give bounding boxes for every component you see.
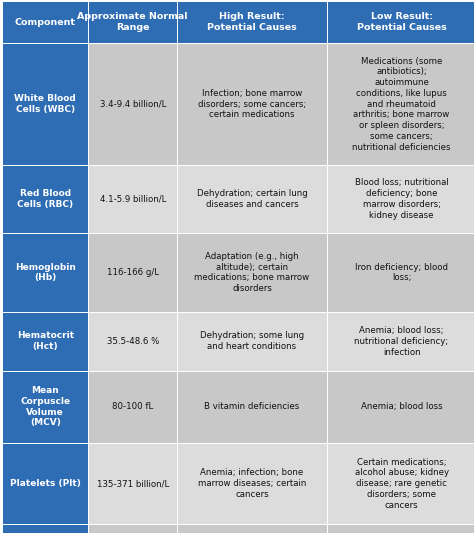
Text: Dehydration; some lung
and heart conditions: Dehydration; some lung and heart conditi… <box>200 332 304 351</box>
Bar <box>327 443 474 524</box>
Text: 3.4-9.4 billion/L: 3.4-9.4 billion/L <box>100 100 166 109</box>
Bar <box>327 312 474 370</box>
Text: Red Blood
Cells (RBC): Red Blood Cells (RBC) <box>17 189 73 209</box>
Bar <box>88 524 177 533</box>
Bar <box>88 44 177 165</box>
Bar <box>2 524 88 533</box>
Text: Hemoglobin
(Hb): Hemoglobin (Hb) <box>15 263 76 282</box>
Bar <box>2 165 88 233</box>
Bar <box>327 44 474 165</box>
Text: Iron deficiency; blood
loss;: Iron deficiency; blood loss; <box>355 263 448 282</box>
Text: 35.5-48.6 %: 35.5-48.6 % <box>107 337 159 346</box>
Bar <box>177 233 327 312</box>
Bar <box>177 312 327 370</box>
Text: Anemia; blood loss;
nutritional deficiency;
infection: Anemia; blood loss; nutritional deficien… <box>355 326 449 357</box>
Text: 80-100 fL: 80-100 fL <box>112 402 154 411</box>
Text: Mean
Corpuscle
Volume
(MCV): Mean Corpuscle Volume (MCV) <box>20 386 70 427</box>
Bar <box>88 370 177 443</box>
Bar <box>327 524 474 533</box>
Text: Infection; bone marrow
disorders; some cancers;
certain medications: Infection; bone marrow disorders; some c… <box>198 89 306 119</box>
Bar <box>177 1 327 44</box>
Bar <box>88 165 177 233</box>
Bar <box>327 1 474 44</box>
Bar <box>88 233 177 312</box>
Bar <box>327 165 474 233</box>
Text: 4.1-5.9 billion/L: 4.1-5.9 billion/L <box>100 195 166 204</box>
Text: B vitamin deficiencies: B vitamin deficiencies <box>204 402 300 411</box>
Bar <box>2 370 88 443</box>
Text: Certain medications;
alcohol abuse; kidney
disease; rare genetic
disorders; some: Certain medications; alcohol abuse; kidn… <box>355 458 449 510</box>
Text: Adaptation (e.g., high
altitude); certain
medications; bone marrow
disorders: Adaptation (e.g., high altitude); certai… <box>194 252 310 293</box>
Text: White Blood
Cells (WBC): White Blood Cells (WBC) <box>14 94 76 114</box>
Bar <box>88 1 177 44</box>
Bar <box>88 443 177 524</box>
Bar <box>177 524 327 533</box>
Bar <box>2 1 88 44</box>
Text: Low Result:
Potential Causes: Low Result: Potential Causes <box>357 12 447 32</box>
Bar <box>177 44 327 165</box>
Text: High Result:
Potential Causes: High Result: Potential Causes <box>207 12 297 32</box>
Bar <box>2 312 88 370</box>
Text: Anemia; infection; bone
marrow diseases; certain
cancers: Anemia; infection; bone marrow diseases;… <box>198 469 306 499</box>
Bar <box>2 443 88 524</box>
Text: 116-166 g/L: 116-166 g/L <box>107 268 159 277</box>
Bar <box>2 44 88 165</box>
Bar <box>177 443 327 524</box>
Text: Hematocrit
(Hct): Hematocrit (Hct) <box>17 332 74 351</box>
Text: Component: Component <box>15 18 76 27</box>
Text: Approximate Normal
Range: Approximate Normal Range <box>77 12 188 32</box>
Bar <box>2 233 88 312</box>
Bar <box>327 370 474 443</box>
Text: Dehydration; certain lung
diseases and cancers: Dehydration; certain lung diseases and c… <box>197 189 307 209</box>
Bar <box>177 370 327 443</box>
Text: Platelets (Plt): Platelets (Plt) <box>10 479 81 488</box>
Bar <box>327 233 474 312</box>
Text: Medications (some
antibiotics);
autoimmune
conditions, like lupus
and rheumatoid: Medications (some antibiotics); autoimmu… <box>352 56 451 151</box>
Bar <box>88 312 177 370</box>
Bar <box>177 165 327 233</box>
Text: Blood loss; nutritional
deficiency; bone
marrow disorders;
kidney disease: Blood loss; nutritional deficiency; bone… <box>355 179 448 220</box>
Text: Anemia; blood loss: Anemia; blood loss <box>361 402 442 411</box>
Text: 135-371 billion/L: 135-371 billion/L <box>97 479 169 488</box>
